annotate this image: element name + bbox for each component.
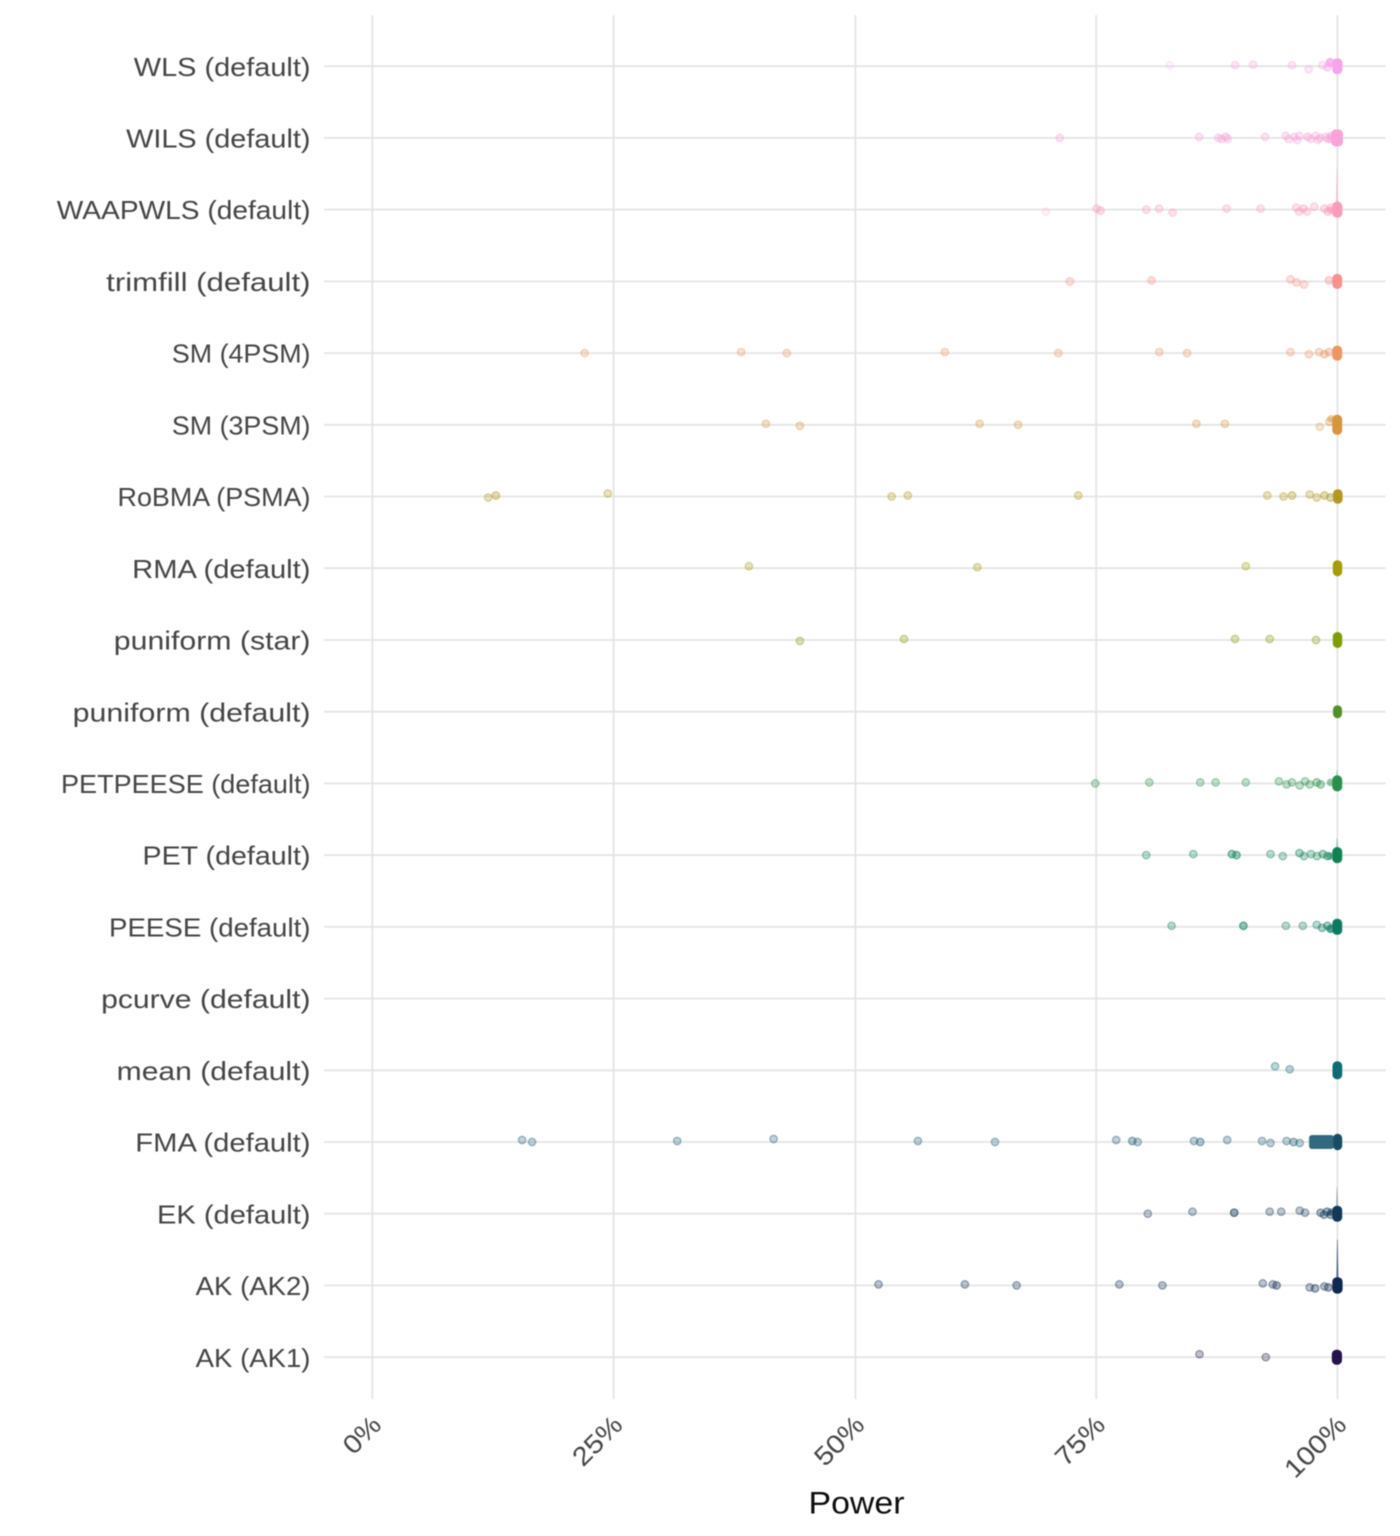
svg-text:RMA (default): RMA (default) <box>132 554 310 584</box>
svg-text:pcurve (default): pcurve (default) <box>101 984 310 1014</box>
svg-text:AK (AK2): AK (AK2) <box>196 1271 311 1301</box>
svg-text:SM (3PSM): SM (3PSM) <box>172 410 311 440</box>
svg-text:FMA (default): FMA (default) <box>135 1128 310 1158</box>
svg-text:trimfill (default): trimfill (default) <box>106 267 310 297</box>
svg-text:puniform (star): puniform (star) <box>114 626 311 656</box>
svg-text:mean (default): mean (default) <box>117 1056 311 1086</box>
svg-text:AK (AK1): AK (AK1) <box>196 1343 311 1373</box>
svg-text:puniform (default): puniform (default) <box>73 697 311 727</box>
svg-text:PETPEESE (default): PETPEESE (default) <box>61 769 311 799</box>
svg-text:Power: Power <box>809 1485 905 1520</box>
svg-text:SM (4PSM): SM (4PSM) <box>172 339 311 369</box>
svg-text:WAAPWLS (default): WAAPWLS (default) <box>57 195 311 225</box>
svg-text:PET (default): PET (default) <box>143 841 311 871</box>
svg-text:PEESE (default): PEESE (default) <box>109 912 311 942</box>
svg-text:EK (default): EK (default) <box>157 1199 311 1229</box>
svg-text:WILS (default): WILS (default) <box>126 124 310 154</box>
svg-text:RoBMA (PSMA): RoBMA (PSMA) <box>118 482 311 512</box>
svg-text:WLS (default): WLS (default) <box>134 52 311 82</box>
